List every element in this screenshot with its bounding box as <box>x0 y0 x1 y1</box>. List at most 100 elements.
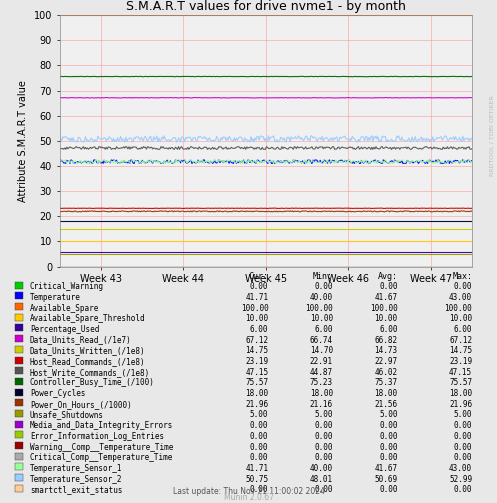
Text: 21.96: 21.96 <box>449 400 472 409</box>
Text: 75.57: 75.57 <box>245 378 268 387</box>
Text: 40.00: 40.00 <box>310 293 333 302</box>
Text: 100.00: 100.00 <box>305 303 333 312</box>
Text: 48.01: 48.01 <box>310 474 333 483</box>
Text: 50.69: 50.69 <box>374 474 398 483</box>
Text: 0.00: 0.00 <box>250 282 268 291</box>
Text: 22.97: 22.97 <box>374 357 398 366</box>
Text: 14.75: 14.75 <box>449 346 472 355</box>
Text: 75.57: 75.57 <box>449 378 472 387</box>
Text: 66.82: 66.82 <box>374 336 398 345</box>
Text: 43.00: 43.00 <box>449 293 472 302</box>
Text: Percentage_Used: Percentage_Used <box>30 325 99 334</box>
Text: 41.71: 41.71 <box>245 464 268 473</box>
Text: Power_Cycles: Power_Cycles <box>30 389 85 398</box>
Text: 75.37: 75.37 <box>374 378 398 387</box>
Text: 0.00: 0.00 <box>379 282 398 291</box>
Text: 10.00: 10.00 <box>245 314 268 323</box>
Text: 100.00: 100.00 <box>241 303 268 312</box>
Text: 67.12: 67.12 <box>245 336 268 345</box>
Text: Temperature_Sensor_1: Temperature_Sensor_1 <box>30 464 122 473</box>
Text: 21.16: 21.16 <box>310 400 333 409</box>
Text: Data_Units_Written_(/1e8): Data_Units_Written_(/1e8) <box>30 346 146 355</box>
Text: 10.00: 10.00 <box>310 314 333 323</box>
Text: 66.74: 66.74 <box>310 336 333 345</box>
Text: Host_Write_Commands_(/1e8): Host_Write_Commands_(/1e8) <box>30 368 150 377</box>
Text: 0.00: 0.00 <box>250 443 268 452</box>
Text: 43.00: 43.00 <box>449 464 472 473</box>
Text: Unsafe_Shutdowns: Unsafe_Shutdowns <box>30 410 104 420</box>
Text: 14.75: 14.75 <box>245 346 268 355</box>
Text: 14.73: 14.73 <box>374 346 398 355</box>
Text: Cur:: Cur: <box>248 272 268 281</box>
Text: Host_Read_Commands_(/1e8): Host_Read_Commands_(/1e8) <box>30 357 146 366</box>
Text: 47.15: 47.15 <box>245 368 268 377</box>
Text: Power_On_Hours_(/1000): Power_On_Hours_(/1000) <box>30 400 132 409</box>
Text: 0.00: 0.00 <box>379 421 398 430</box>
Text: 5.00: 5.00 <box>454 410 472 420</box>
Text: 0.00: 0.00 <box>454 485 472 494</box>
Text: Last update: Thu Nov 21 11:00:02 2024: Last update: Thu Nov 21 11:00:02 2024 <box>172 487 325 496</box>
Text: 0.00: 0.00 <box>250 485 268 494</box>
Text: 18.00: 18.00 <box>374 389 398 398</box>
Text: Min:: Min: <box>313 272 333 281</box>
Text: 44.87: 44.87 <box>310 368 333 377</box>
Title: S.M.A.R.T values for drive nvme1 - by month: S.M.A.R.T values for drive nvme1 - by mo… <box>126 0 406 13</box>
Text: 21.96: 21.96 <box>245 400 268 409</box>
Text: 0.00: 0.00 <box>315 421 333 430</box>
Text: 22.91: 22.91 <box>310 357 333 366</box>
Text: 14.70: 14.70 <box>310 346 333 355</box>
Text: Munin 2.0.67: Munin 2.0.67 <box>224 493 273 502</box>
Text: 0.00: 0.00 <box>454 282 472 291</box>
Text: 47.15: 47.15 <box>449 368 472 377</box>
Text: Avg:: Avg: <box>378 272 398 281</box>
Text: 100.00: 100.00 <box>370 303 398 312</box>
Text: 18.00: 18.00 <box>449 389 472 398</box>
Text: 5.00: 5.00 <box>250 410 268 420</box>
Text: RRDTOOL / TOBI OETIKER: RRDTOOL / TOBI OETIKER <box>490 96 495 176</box>
Text: 0.00: 0.00 <box>379 453 398 462</box>
Text: 0.00: 0.00 <box>250 453 268 462</box>
Text: 0.00: 0.00 <box>379 432 398 441</box>
Text: Available_Spare: Available_Spare <box>30 303 99 312</box>
Text: 67.12: 67.12 <box>449 336 472 345</box>
Text: Critical_Comp__Temperature_Time: Critical_Comp__Temperature_Time <box>30 453 173 462</box>
Text: 0.00: 0.00 <box>315 443 333 452</box>
Text: 6.00: 6.00 <box>315 325 333 334</box>
Text: 18.00: 18.00 <box>245 389 268 398</box>
Text: 6.00: 6.00 <box>250 325 268 334</box>
Text: smartctl_exit_status: smartctl_exit_status <box>30 485 122 494</box>
Text: 100.00: 100.00 <box>444 303 472 312</box>
Text: Available_Spare_Threshold: Available_Spare_Threshold <box>30 314 146 323</box>
Text: 23.19: 23.19 <box>245 357 268 366</box>
Text: Controller_Busy_Time_(/100): Controller_Busy_Time_(/100) <box>30 378 155 387</box>
Text: 5.00: 5.00 <box>315 410 333 420</box>
Text: 18.00: 18.00 <box>310 389 333 398</box>
Text: Data_Units_Read_(/1e7): Data_Units_Read_(/1e7) <box>30 336 132 345</box>
Text: Max:: Max: <box>452 272 472 281</box>
Text: 52.99: 52.99 <box>449 474 472 483</box>
Text: 41.71: 41.71 <box>245 293 268 302</box>
Text: 0.00: 0.00 <box>315 432 333 441</box>
Text: 41.67: 41.67 <box>374 293 398 302</box>
Text: Temperature_Sensor_2: Temperature_Sensor_2 <box>30 474 122 483</box>
Text: 0.00: 0.00 <box>315 453 333 462</box>
Text: Temperature: Temperature <box>30 293 81 302</box>
Text: 0.00: 0.00 <box>379 485 398 494</box>
Text: 10.00: 10.00 <box>449 314 472 323</box>
Text: 75.23: 75.23 <box>310 378 333 387</box>
Y-axis label: Attribute S.M.A.R.T value: Attribute S.M.A.R.T value <box>18 80 28 202</box>
Text: 46.02: 46.02 <box>374 368 398 377</box>
Text: Warning__Comp__Temperature_Time: Warning__Comp__Temperature_Time <box>30 443 173 452</box>
Text: Media_and_Data_Integrity_Errors: Media_and_Data_Integrity_Errors <box>30 421 173 430</box>
Text: 6.00: 6.00 <box>454 325 472 334</box>
Text: 0.00: 0.00 <box>454 421 472 430</box>
Text: 0.00: 0.00 <box>250 432 268 441</box>
Text: 23.19: 23.19 <box>449 357 472 366</box>
Text: 50.75: 50.75 <box>245 474 268 483</box>
Text: 21.56: 21.56 <box>374 400 398 409</box>
Text: 10.00: 10.00 <box>374 314 398 323</box>
Text: 6.00: 6.00 <box>379 325 398 334</box>
Text: 0.00: 0.00 <box>315 282 333 291</box>
Text: 0.00: 0.00 <box>454 453 472 462</box>
Text: 0.00: 0.00 <box>454 443 472 452</box>
